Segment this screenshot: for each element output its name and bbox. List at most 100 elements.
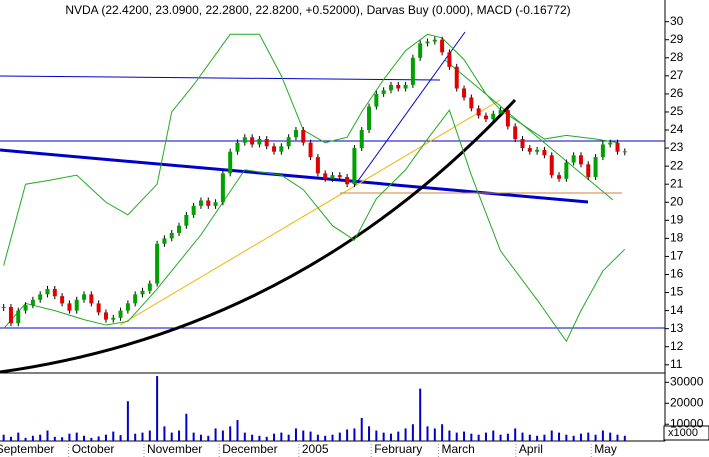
y-tick-label: 17 xyxy=(670,249,684,263)
volume-bar xyxy=(368,426,371,441)
volume-bar xyxy=(448,430,451,441)
candle-body xyxy=(16,310,21,324)
volume-bar xyxy=(265,436,268,441)
volume-bar xyxy=(178,430,181,441)
volume-bar xyxy=(601,430,604,441)
volume-bar xyxy=(389,433,392,441)
volume-bar xyxy=(375,430,378,441)
y-tick-label: 24 xyxy=(670,122,684,136)
candle-body xyxy=(498,110,503,114)
candle-body xyxy=(111,317,116,320)
volume-bar xyxy=(426,426,429,441)
x-tick-label: 2005 xyxy=(302,442,329,456)
y-tick-label: 15 xyxy=(670,285,684,299)
volume-bar xyxy=(207,435,210,441)
candle-body xyxy=(242,137,247,143)
x-tick-label: April xyxy=(519,442,543,456)
candle-body xyxy=(45,288,50,295)
volume-bar xyxy=(229,426,232,441)
candle-body xyxy=(432,39,437,42)
candle-body xyxy=(96,303,101,313)
volume-bar xyxy=(477,434,480,441)
volume-bar xyxy=(199,434,202,441)
candle-body xyxy=(418,43,423,58)
candle-body xyxy=(440,39,445,53)
volume-bar xyxy=(280,432,283,441)
volume-bar xyxy=(273,433,276,441)
candle-body xyxy=(264,139,269,147)
candle-body xyxy=(578,155,583,165)
volume-bar xyxy=(185,413,188,441)
candle-body xyxy=(140,290,145,295)
volume-bar xyxy=(2,434,5,441)
candle-body xyxy=(491,113,496,120)
candle-body xyxy=(505,110,510,127)
volume-bar xyxy=(441,424,444,441)
candle-body xyxy=(483,115,488,120)
y-tick-label: 11 xyxy=(670,357,683,371)
y-tick-label: 28 xyxy=(670,50,684,64)
candle-body xyxy=(191,205,196,215)
candle-body xyxy=(359,130,364,149)
candle-body xyxy=(388,84,393,91)
candle-body xyxy=(67,303,72,311)
band-line xyxy=(3,33,618,266)
volume-bar xyxy=(463,431,466,441)
candle-body xyxy=(374,93,379,107)
volume-bar xyxy=(243,432,246,441)
candle-body xyxy=(593,157,598,177)
candle-body xyxy=(454,66,459,89)
volume-bar xyxy=(309,431,312,441)
y-tick-label: 16 xyxy=(670,267,684,281)
candle-body xyxy=(74,299,79,311)
candle-body xyxy=(564,162,569,179)
candle-body xyxy=(250,137,255,145)
volume-bar xyxy=(61,437,64,441)
volume-bar xyxy=(316,434,319,441)
candle-body xyxy=(82,294,87,300)
volume-bar xyxy=(112,431,115,441)
y-tick-label: 22 xyxy=(670,158,684,172)
candle-body xyxy=(279,146,284,152)
volume-bar xyxy=(470,433,473,441)
candle-body xyxy=(1,306,6,308)
volume-bar xyxy=(616,434,619,441)
volume-bar xyxy=(455,432,458,441)
volume-bar xyxy=(251,434,254,441)
volume-bar xyxy=(514,428,517,441)
volume-bar xyxy=(46,430,49,441)
candle-body xyxy=(147,283,152,291)
candle-body xyxy=(381,90,386,94)
volume-bar xyxy=(536,435,539,441)
trendlines xyxy=(0,31,665,374)
candle-body xyxy=(213,202,218,206)
volume-bar xyxy=(83,435,86,441)
volume-bar xyxy=(294,428,297,441)
candle-body xyxy=(586,164,591,177)
y-tick-label: 27 xyxy=(670,68,684,82)
y-tick-label: 20000 xyxy=(670,395,704,409)
volume-bar xyxy=(24,437,27,441)
candle-body xyxy=(542,149,547,156)
candle-body xyxy=(345,176,350,185)
volume-bar xyxy=(302,430,305,441)
volume-bar xyxy=(287,434,290,441)
candle-body xyxy=(425,41,430,44)
candle-body xyxy=(125,303,130,311)
volume-bar xyxy=(192,432,195,441)
volume-bar xyxy=(572,435,575,441)
volume-bar xyxy=(9,436,12,441)
volume-bar xyxy=(258,435,261,441)
candle-body xyxy=(177,225,182,233)
candle-body xyxy=(118,310,123,318)
volume-bar xyxy=(148,430,151,441)
candle-body xyxy=(608,142,613,145)
volume-bar xyxy=(579,433,582,441)
candle-body xyxy=(396,84,401,89)
candle-body xyxy=(103,312,108,320)
volume-bar xyxy=(214,428,217,441)
volume-bar xyxy=(90,437,93,441)
volume-bar xyxy=(565,434,568,441)
trend-curve xyxy=(0,98,517,374)
